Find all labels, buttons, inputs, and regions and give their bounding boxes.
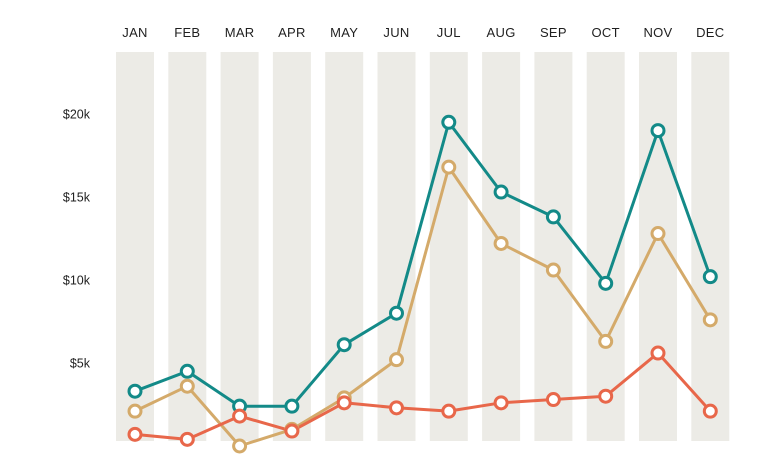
month-column-dec bbox=[691, 52, 730, 441]
month-columns bbox=[116, 52, 730, 441]
data-point-1-jun bbox=[389, 305, 404, 321]
x-tick-label: MAR bbox=[225, 25, 255, 40]
data-point-3-aug bbox=[493, 395, 509, 411]
y-tick-label: $5k bbox=[70, 357, 91, 371]
data-point-3-dec bbox=[702, 403, 718, 419]
y-tick-label: $15k bbox=[63, 191, 91, 205]
data-point-3-jul bbox=[441, 403, 457, 419]
month-column-jun bbox=[377, 52, 416, 441]
x-tick-label: APR bbox=[278, 25, 306, 40]
series-lines bbox=[133, 120, 712, 448]
data-point-3-sep bbox=[545, 392, 561, 408]
data-point-1-jul bbox=[441, 114, 457, 130]
data-point-3-jun bbox=[389, 400, 404, 416]
data-point-2-aug bbox=[493, 235, 509, 251]
series-line-3 bbox=[133, 351, 712, 441]
y-axis-labels: $5k $10k $15k $20k bbox=[63, 108, 91, 371]
x-tick-label: NOV bbox=[643, 25, 672, 40]
data-point-1-oct bbox=[598, 275, 614, 291]
data-point-3-jan bbox=[127, 426, 143, 442]
y-tick-label: $10k bbox=[63, 274, 91, 288]
data-point-1-may bbox=[336, 337, 352, 353]
data-point-2-jan bbox=[127, 403, 143, 419]
y-tick-label: $20k bbox=[63, 108, 91, 122]
data-point-2-sep bbox=[545, 262, 561, 278]
month-column-may bbox=[325, 52, 364, 441]
x-tick-label: FEB bbox=[174, 25, 200, 40]
data-point-2-jun bbox=[389, 352, 404, 368]
data-point-2-nov bbox=[650, 226, 666, 242]
data-point-3-apr bbox=[284, 423, 300, 439]
month-column-apr bbox=[272, 52, 311, 441]
x-tick-label: SEP bbox=[540, 25, 567, 40]
month-column-jul bbox=[429, 52, 468, 441]
data-point-1-dec bbox=[702, 269, 718, 285]
x-tick-label: JUL bbox=[437, 25, 461, 40]
data-point-1-feb bbox=[179, 363, 195, 379]
data-point-2-feb bbox=[179, 378, 195, 394]
data-point-3-may bbox=[336, 395, 352, 411]
x-axis-labels: JAN FEB MAR APR MAY JUN JUL AUG SEP OCT NOV DEC bbox=[122, 25, 724, 40]
data-point-1-nov bbox=[650, 123, 666, 139]
x-tick-label: DEC bbox=[696, 25, 724, 40]
data-point-2-jul bbox=[441, 159, 457, 175]
data-point-1-aug bbox=[493, 184, 509, 200]
x-tick-label: MAY bbox=[330, 25, 358, 40]
month-column-jan bbox=[116, 52, 154, 441]
data-point-3-mar bbox=[232, 408, 248, 424]
data-point-3-feb bbox=[179, 431, 195, 447]
data-point-1-jan bbox=[127, 383, 143, 399]
x-tick-label: AUG bbox=[487, 25, 516, 40]
month-column-sep bbox=[534, 52, 573, 441]
month-column-nov bbox=[639, 52, 677, 441]
data-point-2-dec bbox=[702, 312, 718, 328]
data-point-2-mar bbox=[232, 438, 248, 454]
data-point-1-sep bbox=[545, 209, 561, 225]
x-tick-label: JAN bbox=[122, 25, 147, 40]
month-column-mar bbox=[220, 52, 259, 441]
data-point-1-apr bbox=[284, 398, 300, 414]
x-tick-label: OCT bbox=[592, 25, 620, 40]
series-line-1 bbox=[133, 120, 712, 408]
data-point-2-oct bbox=[598, 333, 614, 349]
series-points bbox=[127, 114, 718, 454]
series-line-2 bbox=[133, 165, 712, 448]
data-point-3-oct bbox=[598, 388, 614, 404]
x-tick-label: JUN bbox=[383, 25, 409, 40]
data-point-3-nov bbox=[650, 345, 666, 361]
